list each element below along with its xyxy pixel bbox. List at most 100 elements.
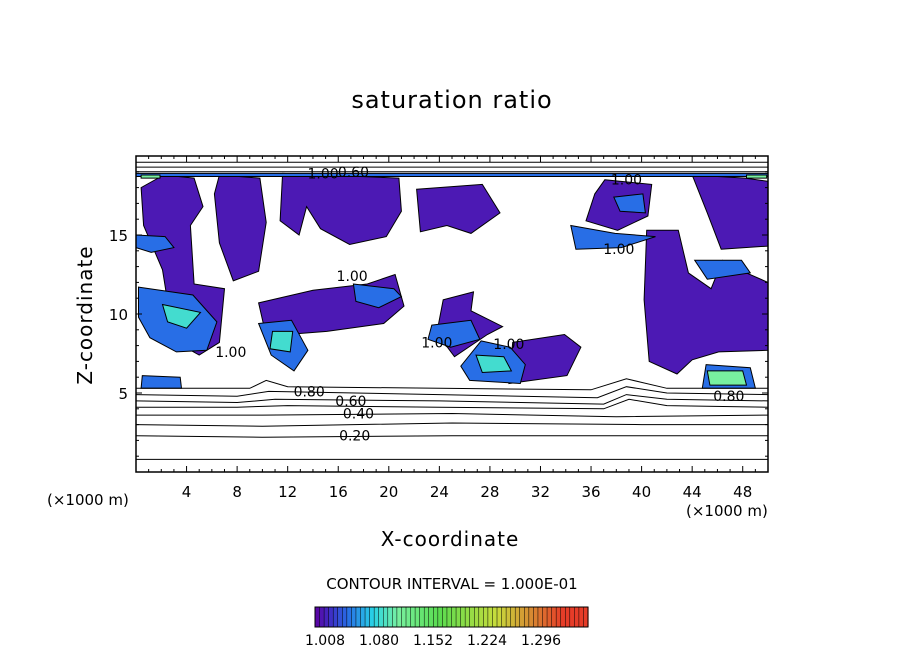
- x-tick-label: 48: [733, 483, 752, 501]
- colorbar-swatch: [465, 607, 471, 627]
- x-tick-label: 36: [581, 483, 600, 501]
- colorbar-tick-label: 1.008: [305, 633, 345, 649]
- colorbar-swatch: [355, 607, 362, 627]
- colorbar-swatch: [333, 607, 339, 627]
- contour-label: 1.00: [215, 345, 246, 361]
- colorbar-swatch: [510, 607, 516, 627]
- contour-label: 1.00: [307, 166, 338, 182]
- colorbar-swatch: [456, 607, 462, 627]
- colorbar-swatch: [369, 607, 375, 627]
- contour-line: [136, 378, 768, 391]
- saturation-region: [691, 174, 769, 250]
- colorbar-swatch: [506, 607, 512, 627]
- colorbar-swatch: [537, 607, 544, 627]
- saturation-region: [213, 174, 267, 282]
- colorbar-swatch: [319, 607, 325, 627]
- colorbar-swatch: [501, 607, 507, 627]
- colorbar-swatch: [446, 607, 453, 627]
- colorbar-swatch: [492, 607, 498, 627]
- y-tick-label: 10: [109, 306, 128, 324]
- colorbar-swatch: [487, 607, 494, 627]
- x-tick-label: 24: [430, 483, 449, 501]
- colorbar-swatch: [342, 607, 348, 627]
- contour-label: 0.80: [713, 389, 744, 405]
- saturation-region: [416, 183, 501, 234]
- contour-label: 1.00: [611, 173, 642, 189]
- x-tick-label: 32: [531, 483, 550, 501]
- colorbar-swatch: [519, 607, 525, 627]
- colorbar-swatch: [474, 607, 480, 627]
- saturation-region: [135, 172, 769, 177]
- contour-interval-text: CONTOUR INTERVAL = 1.000E-01: [326, 575, 578, 593]
- colorbar-swatch: [542, 607, 548, 627]
- colorbar-swatch: [556, 607, 562, 627]
- colorbar-swatch: [383, 607, 389, 627]
- colorbar-swatch: [560, 607, 566, 627]
- saturation-region: [746, 174, 768, 179]
- colorbar-swatch: [365, 607, 371, 627]
- contour-label: 1.00: [493, 337, 524, 353]
- colorbar-swatch: [497, 607, 503, 627]
- contour-label: 0.80: [294, 384, 325, 400]
- contour-line: [135, 386, 769, 399]
- saturation-region: [475, 354, 513, 374]
- colorbar-swatch: [574, 607, 580, 627]
- contour-line: [135, 394, 769, 405]
- x-axis-label: X-coordinate: [380, 527, 520, 551]
- saturation-region: [706, 370, 748, 386]
- contour-line: [135, 422, 768, 427]
- saturation-region: [279, 172, 402, 246]
- colorbar-swatch: [392, 607, 398, 627]
- contour-label: 0.60: [338, 165, 369, 181]
- colorbar-swatch: [483, 607, 489, 627]
- saturation-region: [570, 224, 656, 250]
- saturation-region: [161, 303, 202, 329]
- colorbar-swatch: [424, 607, 430, 627]
- saturation-region: [140, 375, 183, 389]
- colorbar-swatch: [378, 607, 384, 627]
- colorbar-swatch: [401, 607, 407, 627]
- colorbar-swatch: [569, 607, 575, 627]
- saturation-region: [693, 259, 752, 280]
- colorbar-swatch: [547, 607, 553, 627]
- colorbar-swatch: [415, 607, 421, 627]
- x-tick-label: 12: [278, 483, 297, 501]
- colorbar-swatch: [396, 607, 403, 627]
- saturation-region: [140, 174, 161, 179]
- colorbar-swatch: [437, 607, 443, 627]
- colorbar-swatch: [478, 607, 484, 627]
- contour-line: [135, 435, 768, 438]
- colorbar-swatch: [337, 607, 343, 627]
- y-tick-label: 5: [118, 385, 128, 403]
- colorbar-tick-label: 1.080: [359, 633, 399, 649]
- colorbar-swatch: [578, 607, 585, 627]
- colorbar-swatch: [406, 607, 412, 627]
- y-axis-unit: (×1000 m): [47, 491, 129, 509]
- chart-title: saturation ratio: [351, 86, 553, 114]
- colorbar-swatch: [551, 607, 557, 627]
- colorbar-swatch: [428, 607, 434, 627]
- x-tick-label: 28: [480, 483, 499, 501]
- colorbar-swatch: [433, 607, 439, 627]
- x-tick-label: 44: [683, 483, 702, 501]
- x-tick-label: 40: [632, 483, 651, 501]
- saturation-region: [427, 319, 481, 348]
- y-tick-label: 15: [109, 227, 128, 245]
- colorbar-swatch: [528, 607, 534, 627]
- contour-label: 1.00: [603, 242, 634, 258]
- colorbar-swatch: [515, 607, 521, 627]
- contour-label: 0.40: [343, 407, 374, 423]
- saturation-region: [613, 193, 646, 214]
- x-tick-label: 20: [379, 483, 398, 501]
- colorbar-swatch: [460, 607, 466, 627]
- colorbar-tick-label: 1.224: [467, 633, 507, 649]
- colorbar-swatch: [315, 607, 321, 627]
- saturation-region: [643, 229, 769, 375]
- colorbar-swatch: [387, 607, 393, 627]
- colorbar-swatch: [419, 607, 425, 627]
- colorbar-swatch: [442, 607, 448, 627]
- contour-label: 1.00: [337, 269, 368, 285]
- colorbar-tick-label: 1.296: [521, 633, 561, 649]
- saturation-region: [269, 330, 294, 353]
- contour-label: 0.20: [339, 429, 370, 445]
